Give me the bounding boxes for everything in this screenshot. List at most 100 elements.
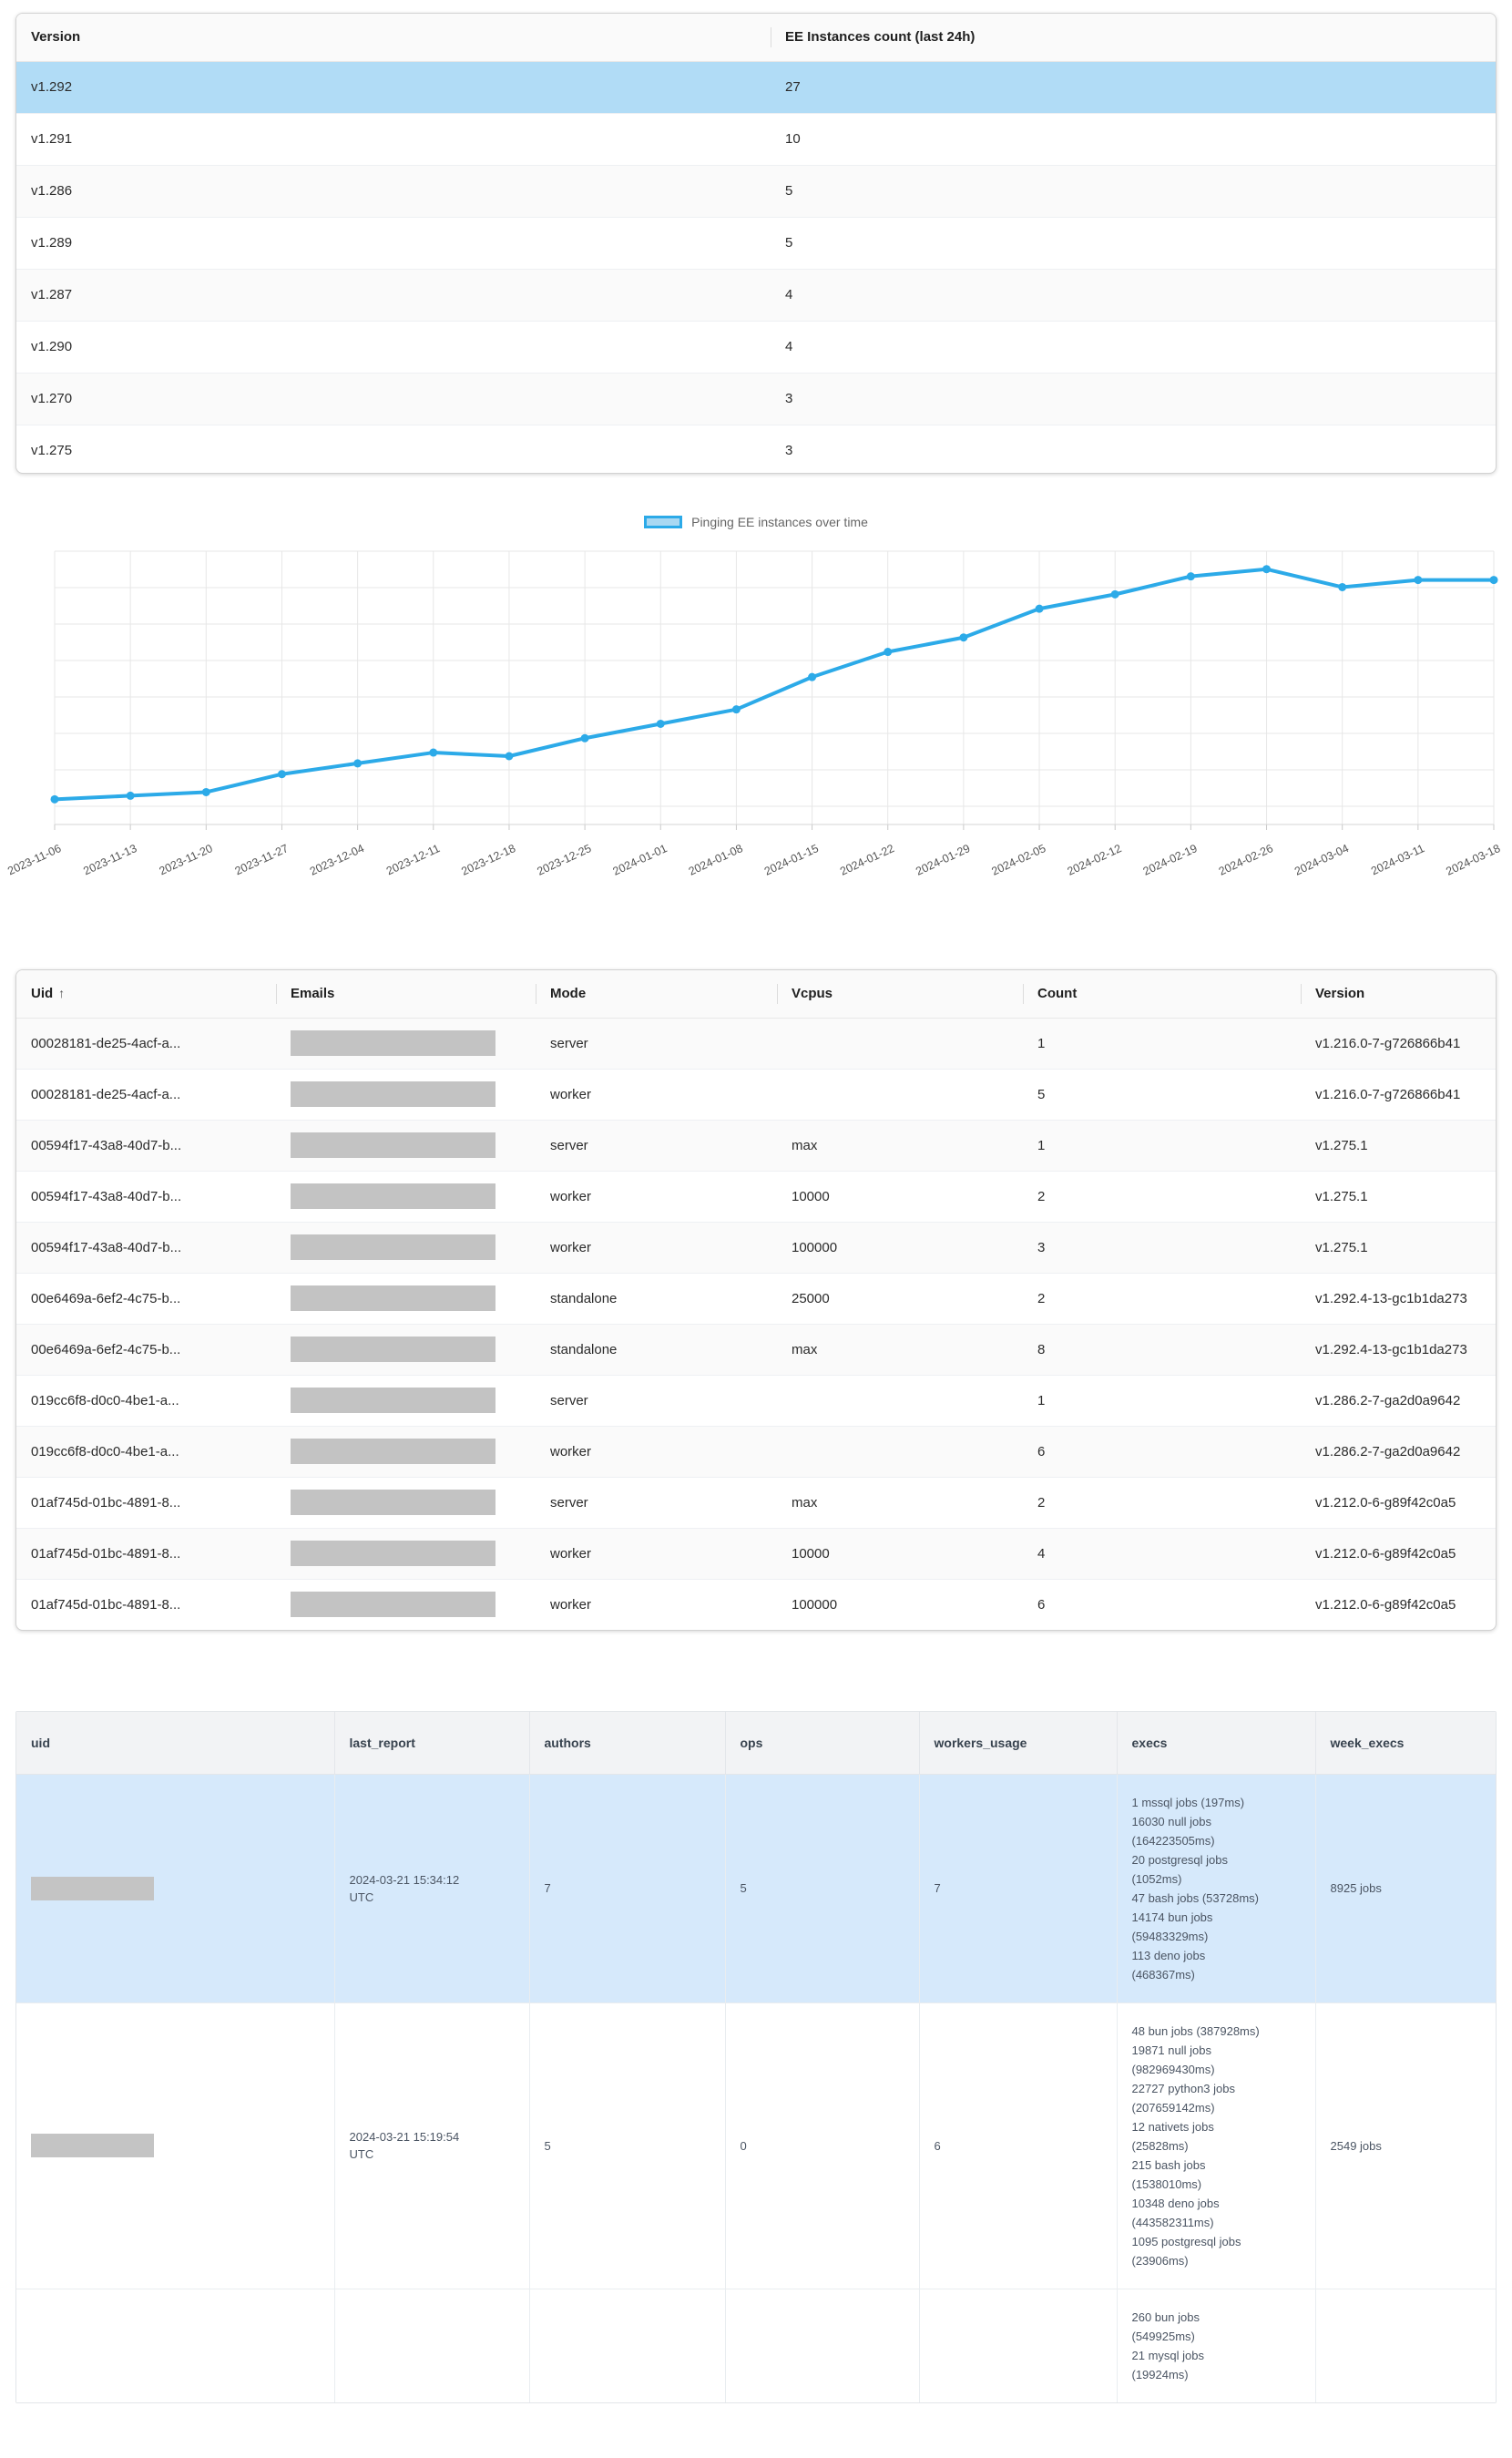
instance-row[interactable]: 00594f17-43a8-40d7-b... worker 10000 2 v… — [16, 1170, 1496, 1222]
execs-job-line: 14174 bun jobs (59483329ms) — [1131, 1910, 1213, 1943]
emails-cell — [276, 1578, 536, 1630]
x-axis-tick-label: 2023-11-27 — [233, 842, 291, 877]
redacted-email-block — [291, 1490, 495, 1515]
instance-row[interactable]: 019cc6f8-d0c0-4be1-a... worker 6 v1.286.… — [16, 1425, 1496, 1477]
emails-cell — [276, 1323, 536, 1375]
emails-cell — [276, 1527, 536, 1579]
instances-count-cell: 5 — [771, 164, 1496, 217]
column-header-emails[interactable]: Emails — [276, 970, 536, 1019]
instance-row[interactable]: 00028181-de25-4acf-a... server 1 v1.216.… — [16, 1017, 1496, 1069]
x-axis-tick-label: 2023-12-25 — [535, 842, 593, 878]
ee-instances-chart: Pinging EE instances over time 2023-11-0… — [0, 512, 1512, 902]
instances-detail-header-row: Uid ↑ Emails Mode Vcpus Count Version — [16, 970, 1496, 1019]
x-axis-tick-label: 2023-11-13 — [81, 842, 138, 877]
x-axis-tick-label: 2024-02-12 — [1066, 842, 1124, 878]
instances-count-cell: 5 — [771, 216, 1496, 269]
uid-cell: 00e6469a-6ef2-4c75-b... — [16, 1323, 276, 1375]
authors-cell: 7 — [529, 1773, 726, 2002]
column-header-ee-instances-count-label: EE Instances count (last 24h) — [785, 29, 976, 46]
column-header-version2[interactable]: Version — [1301, 970, 1496, 1019]
emails-cell — [276, 1170, 536, 1222]
instance-row[interactable]: 01af745d-01bc-4891-8... worker 10000 4 v… — [16, 1527, 1496, 1579]
version-count-row[interactable]: v1.290 4 — [16, 320, 1496, 373]
x-axis-tick-label: 2024-01-29 — [914, 842, 972, 878]
uid-cell: 00594f17-43a8-40d7-b... — [16, 1170, 276, 1222]
version-cell: v1.212.0-6-g89f42c0a5 — [1301, 1476, 1496, 1528]
report-row[interactable]: 2024-03-21 15:19:54 UTC 5 0 6 48 bun job… — [16, 2002, 1496, 2289]
vcpus-cell: max — [777, 1119, 1023, 1171]
reports-body: 2024-03-21 15:34:12 UTC 7 5 7 1 mssql jo… — [16, 1773, 1496, 2402]
instance-row[interactable]: 00594f17-43a8-40d7-b... worker 100000 3 … — [16, 1221, 1496, 1273]
instance-row[interactable]: 019cc6f8-d0c0-4be1-a... server 1 v1.286.… — [16, 1374, 1496, 1426]
instances-count-cell: 3 — [771, 424, 1496, 473]
instance-row[interactable]: 00028181-de25-4acf-a... worker 5 v1.216.… — [16, 1068, 1496, 1120]
version-count-row[interactable]: v1.286 5 — [16, 164, 1496, 217]
x-axis-tick-label: 2024-03-11 — [1369, 842, 1426, 877]
report-row[interactable]: 260 bun jobs (549925ms) 21 mysql jobs (19… — [16, 2288, 1496, 2402]
uid-cell: 019cc6f8-d0c0-4be1-a... — [16, 1374, 276, 1426]
vcpus-cell: 100000 — [777, 1221, 1023, 1273]
count-cell: 1 — [1023, 1374, 1301, 1426]
legend-color-box-icon[interactable] — [644, 516, 683, 528]
redacted-email-block — [291, 1592, 495, 1618]
instance-row[interactable]: 01af745d-01bc-4891-8... worker 100000 6 … — [16, 1578, 1496, 1630]
uid-cell — [16, 2002, 335, 2289]
column-header-uid-label: Uid — [31, 986, 54, 1002]
uid-cell: 019cc6f8-d0c0-4be1-a... — [16, 1425, 276, 1477]
version-cell: v1.286 — [16, 164, 771, 217]
version-cell: v1.287 — [16, 268, 771, 321]
mode-cell: server — [536, 1119, 777, 1171]
authors-cell — [529, 2288, 726, 2402]
instance-row[interactable]: 00594f17-43a8-40d7-b... server max 1 v1.… — [16, 1119, 1496, 1171]
ops-cell — [725, 2288, 920, 2402]
mode-cell: server — [536, 1017, 777, 1069]
count-cell: 6 — [1023, 1578, 1301, 1630]
version-count-row[interactable]: v1.291 10 — [16, 112, 1496, 165]
redacted-email-block — [291, 1388, 495, 1413]
vcpus-cell: 25000 — [777, 1272, 1023, 1324]
execs-job-line: 22727 python3 jobs (207659142ms) — [1131, 2081, 1235, 2115]
vcpus-cell: 10000 — [777, 1170, 1023, 1222]
column-header-uid3: uid — [16, 1712, 335, 1775]
emails-cell — [276, 1476, 536, 1528]
version-cell: v1.275 — [16, 424, 771, 473]
version-count-row[interactable]: v1.270 3 — [16, 372, 1496, 425]
last-report-cell: 2024-03-21 15:34:12 UTC — [334, 1773, 530, 2002]
instance-row[interactable]: 00e6469a-6ef2-4c75-b... standalone 25000… — [16, 1272, 1496, 1324]
column-header-version: Version — [16, 14, 771, 62]
execs-job-line: 1 mssql jobs (197ms) — [1131, 1795, 1245, 1809]
reports-panel: uid last_report authors ops workers_usag… — [15, 1711, 1497, 2403]
vcpus-cell — [777, 1068, 1023, 1120]
legend-label[interactable]: Pinging EE instances over time — [691, 515, 868, 529]
version-count-row[interactable]: v1.287 4 — [16, 268, 1496, 321]
version-cell: v1.292 — [16, 60, 771, 113]
column-header-vcpus[interactable]: Vcpus — [777, 970, 1023, 1019]
emails-cell — [276, 1221, 536, 1273]
report-row[interactable]: 2024-03-21 15:34:12 UTC 7 5 7 1 mssql jo… — [16, 1773, 1496, 2002]
x-axis-tick-label: 2023-11-20 — [158, 842, 215, 877]
redacted-email-block — [291, 1132, 495, 1158]
count-cell: 3 — [1023, 1221, 1301, 1273]
emails-cell — [276, 1425, 536, 1477]
mode-cell: worker — [536, 1068, 777, 1120]
uid-cell: 00e6469a-6ef2-4c75-b... — [16, 1272, 276, 1324]
workers-usage-cell: 6 — [919, 2002, 1118, 2289]
column-header-authors: authors — [529, 1712, 726, 1775]
version-cell: v1.275.1 — [1301, 1221, 1496, 1273]
version-cell: v1.212.0-6-g89f42c0a5 — [1301, 1527, 1496, 1579]
version-cell: v1.216.0-7-g726866b41 — [1301, 1068, 1496, 1120]
version-count-row[interactable]: v1.275 3 — [16, 424, 1496, 473]
column-header-count[interactable]: Count — [1023, 970, 1301, 1019]
column-header-last-report: last_report — [334, 1712, 530, 1775]
redacted-email-block — [291, 1081, 495, 1107]
column-header-uid[interactable]: Uid ↑ — [16, 970, 276, 1019]
version-cell: v1.212.0-6-g89f42c0a5 — [1301, 1578, 1496, 1630]
column-header-mode[interactable]: Mode — [536, 970, 777, 1019]
instance-row[interactable]: 00e6469a-6ef2-4c75-b... standalone max 8… — [16, 1323, 1496, 1375]
vcpus-cell: 10000 — [777, 1527, 1023, 1579]
instance-row[interactable]: 01af745d-01bc-4891-8... server max 2 v1.… — [16, 1476, 1496, 1528]
x-axis-tick-label: 2023-12-04 — [308, 842, 366, 878]
version-count-row[interactable]: v1.292 27 — [16, 60, 1496, 113]
version-count-row[interactable]: v1.289 5 — [16, 216, 1496, 269]
count-cell: 5 — [1023, 1068, 1301, 1120]
